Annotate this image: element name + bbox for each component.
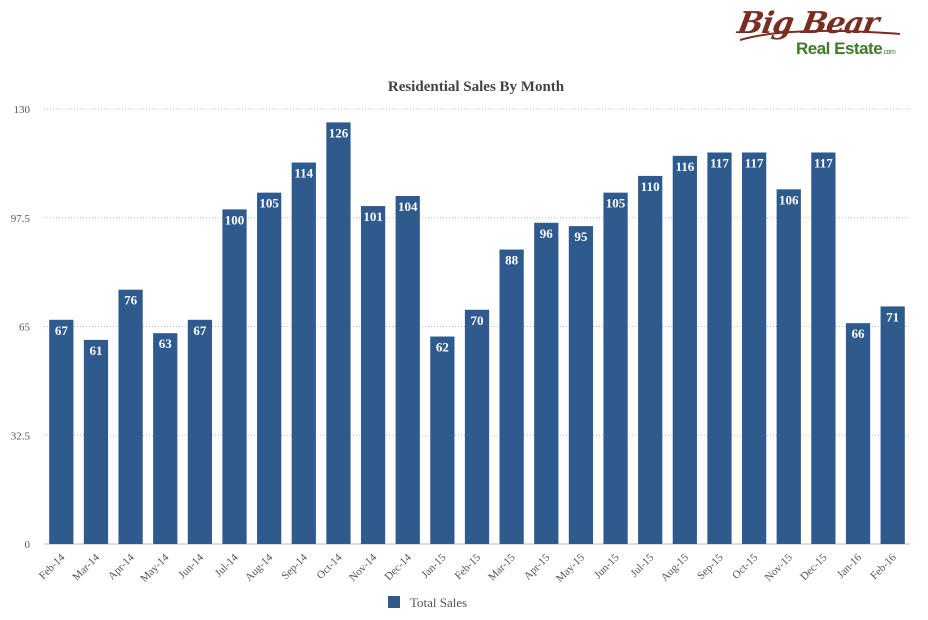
- x-tick-label: May-14: [138, 551, 171, 584]
- x-tick-label: Feb-15: [453, 551, 484, 582]
- bar: [360, 206, 386, 545]
- x-tick-label: Mar-15: [486, 551, 518, 583]
- bar-value-label: 67: [193, 323, 207, 338]
- x-tick-label: Jul-14: [213, 551, 241, 579]
- y-tick-label: 32.5: [11, 430, 31, 442]
- x-tick-label: Mar-14: [70, 551, 102, 583]
- bar-value-label: 96: [540, 226, 554, 241]
- x-tick-label: Dec-14: [382, 551, 414, 583]
- bar: [291, 162, 316, 545]
- logo-swoosh-icon: [740, 29, 900, 41]
- bar: [534, 222, 559, 544]
- x-tick-label: Aug-15: [659, 551, 692, 584]
- bar-value-label: 114: [294, 166, 313, 181]
- bar-value-label: 101: [363, 209, 383, 224]
- legend-label: Total Sales: [410, 595, 467, 610]
- x-tick-label: Apr-14: [106, 551, 137, 582]
- bar: [568, 226, 594, 544]
- bar-value-label: 66: [852, 326, 866, 341]
- x-tick-label: Jul-15: [628, 551, 656, 579]
- bar: [326, 122, 351, 544]
- bar: [603, 192, 628, 544]
- bar: [257, 192, 282, 544]
- bar-value-label: 104: [398, 199, 418, 214]
- bar: [672, 155, 697, 544]
- bar-value-label: 70: [471, 313, 484, 328]
- x-tick-label: Oct-15: [730, 551, 760, 581]
- y-tick-label: 65: [19, 322, 31, 334]
- bar: [118, 289, 143, 544]
- x-tick-label: Dec-15: [798, 551, 830, 583]
- bar-value-label: 126: [329, 125, 349, 140]
- bar: [222, 209, 247, 544]
- bar-value-label: 117: [745, 156, 764, 171]
- bar: [845, 323, 871, 544]
- bar-value-label: 95: [574, 229, 588, 244]
- y-tick-label: 130: [14, 104, 31, 116]
- bar: [464, 309, 490, 544]
- bar-value-label: 63: [159, 336, 173, 351]
- bar-value-label: 71: [886, 309, 899, 324]
- bar: [430, 336, 455, 544]
- x-tick-label: Apr-15: [522, 551, 553, 582]
- x-tick-label: Sep-14: [279, 551, 310, 582]
- x-tick-label: Jun-14: [176, 551, 206, 581]
- bar-value-label: 106: [779, 192, 799, 207]
- bar: [83, 339, 109, 544]
- x-tick-label: Aug-14: [243, 551, 276, 584]
- bar-value-label: 116: [675, 159, 694, 174]
- chart-bars: 67 61 76 63 67 100 105 114 126 101 104 62 70 88 96 95 10…: [49, 122, 905, 545]
- bar: [776, 189, 801, 545]
- x-tick-label: Nov-15: [763, 551, 796, 584]
- bar: [880, 306, 905, 544]
- brand-logo: Big Bear Real Estate.com: [735, 6, 910, 64]
- chart-title: Residential Sales By Month: [388, 79, 565, 95]
- bar: [153, 333, 178, 544]
- bar: [638, 175, 663, 544]
- legend-swatch: [388, 596, 400, 608]
- x-tick-label: Jan-16: [835, 551, 865, 581]
- x-axis: Feb-14 Mar-14 Apr-14 May-14 Jun-14 Jul-14 Aug-…: [37, 551, 899, 584]
- bar-value-label: 76: [124, 293, 138, 308]
- x-tick-label: Feb-16: [868, 551, 899, 582]
- x-tick-label: May-15: [554, 551, 587, 584]
- bar-value-label: 117: [814, 156, 833, 171]
- bar: [707, 152, 732, 544]
- y-tick-label: 0: [25, 539, 31, 551]
- x-tick-label: Oct-14: [314, 551, 344, 581]
- x-tick-label: Jan-15: [419, 551, 449, 581]
- bar-value-label: 67: [55, 323, 69, 338]
- chart-legend: Total Sales: [388, 595, 467, 610]
- y-axis: 0 32.5 65 97.5 130: [11, 104, 31, 551]
- bar-value-label: 88: [505, 253, 519, 268]
- bar-value-label: 117: [710, 156, 729, 171]
- bar: [49, 319, 74, 544]
- bar: [499, 249, 524, 545]
- bar-value-label: 105: [606, 196, 626, 211]
- bar-value-label: 105: [259, 196, 279, 211]
- bar-value-label: 110: [641, 179, 660, 194]
- bar: [811, 152, 836, 544]
- bar: [741, 152, 767, 544]
- x-tick-label: Jun-15: [592, 551, 622, 581]
- bar-value-label: 62: [436, 340, 449, 355]
- bar: [395, 196, 420, 544]
- x-tick-label: Nov-14: [347, 551, 380, 584]
- bar: [187, 319, 213, 544]
- x-tick-label: Feb-14: [37, 551, 68, 582]
- bar-value-label: 61: [89, 343, 102, 358]
- logo-wordmark-real-estate: Real Estate.com: [796, 39, 896, 58]
- y-tick-label: 97.5: [11, 213, 31, 225]
- x-tick-label: Sep-15: [695, 551, 726, 582]
- bar-value-label: 100: [225, 212, 245, 227]
